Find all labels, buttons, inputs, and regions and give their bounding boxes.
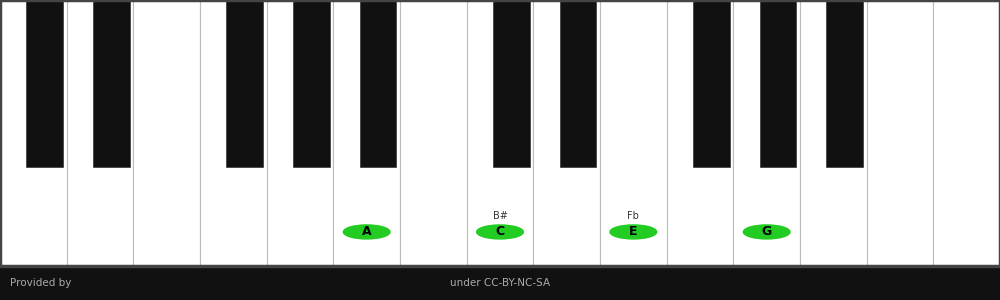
Bar	[560, 0, 596, 167]
Bar	[533, 0, 600, 266]
Circle shape	[610, 225, 657, 239]
Bar	[0, 0, 67, 266]
Circle shape	[477, 225, 523, 239]
Text: A: A	[362, 226, 371, 238]
Text: E: E	[629, 226, 638, 238]
Bar	[693, 0, 730, 167]
Bar	[493, 0, 530, 167]
Text: G: G	[762, 226, 772, 238]
Bar	[133, 0, 200, 266]
Bar	[733, 0, 800, 266]
Bar	[333, 0, 400, 266]
Bar	[267, 0, 333, 266]
Bar	[400, 0, 467, 266]
Text: under CC-BY-NC-SA: under CC-BY-NC-SA	[450, 278, 550, 288]
Circle shape	[343, 225, 390, 239]
Bar	[93, 0, 130, 167]
Text: B#: B#	[493, 211, 507, 221]
Bar	[226, 0, 263, 167]
Bar	[760, 0, 796, 167]
Bar	[467, 0, 533, 266]
Bar	[867, 0, 933, 266]
Bar	[67, 0, 133, 266]
Text: Fb: Fb	[627, 211, 639, 221]
Bar	[0, 266, 1000, 300]
Circle shape	[743, 225, 790, 239]
Bar	[200, 0, 267, 266]
Text: C: C	[495, 226, 505, 238]
Bar	[293, 0, 330, 167]
Bar	[667, 0, 733, 266]
Bar	[800, 0, 867, 266]
Text: Provided by: Provided by	[10, 278, 71, 288]
Bar	[600, 0, 667, 266]
Bar	[360, 0, 396, 167]
Bar	[0, 0, 1000, 266]
Bar	[826, 0, 863, 167]
Bar	[26, 0, 63, 167]
Bar	[933, 0, 1000, 266]
